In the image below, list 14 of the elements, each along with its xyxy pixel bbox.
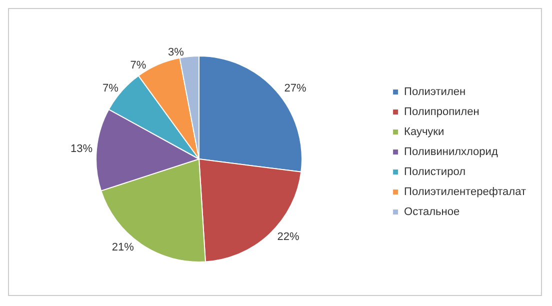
data-label: 27% <box>284 82 306 94</box>
legend-label: Поливинилхлорид <box>404 146 498 158</box>
legend-label: Каучуки <box>404 126 444 138</box>
legend-label: Полиэтилен <box>404 86 466 98</box>
data-label: 13% <box>70 142 93 155</box>
data-label: 21% <box>112 241 134 254</box>
legend-label: Полиэтилентерефталат <box>404 186 526 198</box>
legend-label: Полипропилен <box>404 106 480 118</box>
data-label: 22% <box>277 230 300 243</box>
data-label: 7% <box>130 60 146 72</box>
data-label: 3% <box>168 46 184 59</box>
legend-label: Остальное <box>404 206 460 218</box>
legend-label: Полистирол <box>404 166 466 178</box>
data-label: 7% <box>102 82 119 94</box>
